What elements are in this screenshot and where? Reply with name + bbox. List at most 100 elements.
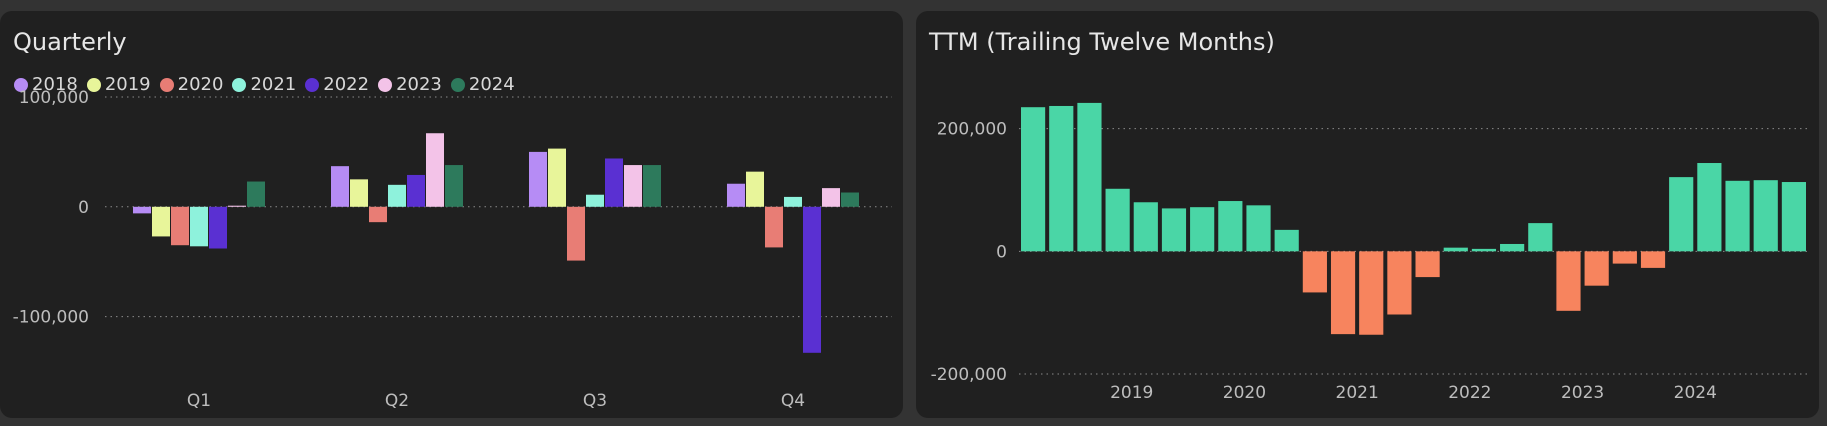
x-tick-label: Q3 [583, 391, 607, 411]
x-tick-label: 2022 [1448, 383, 1491, 403]
x-tick-label: 2023 [1561, 383, 1604, 403]
legend-item-2023[interactable]: 2023 [378, 74, 442, 95]
ttm-bar-21 [1612, 251, 1637, 264]
y-tick-label: -200,000 [931, 365, 1007, 385]
legend-label: 2020 [177, 74, 224, 95]
bar-2022-Q3 [605, 158, 623, 207]
ttm-bar-7 [1218, 201, 1243, 252]
legend-label: 2019 [104, 74, 151, 95]
y-tick-label: 200,000 [937, 120, 1007, 140]
legend-dot [378, 77, 393, 92]
bar-2023-Q1 [228, 205, 246, 207]
ttm-panel: TTM (Trailing Twelve Months) 200,000 0 -20… [916, 11, 1819, 418]
bar-2022-Q2 [407, 174, 425, 207]
bar-2019-Q4 [746, 171, 764, 207]
ttm-bar-10 [1302, 251, 1327, 293]
legend-label: 2018 [32, 74, 78, 95]
ttm-chart: 200,000 0 -200,000 2019 2020 2021 2022 2023 2024 [931, 102, 1808, 403]
x-tick-label: 2019 [1110, 383, 1153, 403]
ttm-bar-16 [1471, 248, 1497, 252]
x-tick-label: 2021 [1336, 383, 1379, 403]
y-tick-label: -100,000 [13, 308, 89, 328]
ttm-bar-5 [1161, 208, 1187, 252]
bar-2021-Q3 [586, 194, 604, 207]
bar-2023-Q3 [624, 165, 642, 207]
ttm-bar-11 [1330, 251, 1356, 335]
legend-dot [232, 77, 247, 92]
legend-dot [450, 77, 465, 92]
bar-2024-Q2 [445, 165, 463, 207]
x-tick-label: Q2 [385, 391, 409, 411]
quarterly-title: Quarterly [13, 28, 127, 56]
legend-label: 2022 [323, 74, 370, 95]
bar-2018-Q4 [727, 183, 745, 207]
bar-2020-Q4 [765, 206, 783, 248]
ttm-bar-0 [1021, 107, 1046, 252]
x-tick-label: Q1 [187, 391, 211, 411]
bar-2024-Q4 [841, 192, 859, 207]
ttm-bar-9 [1274, 229, 1299, 252]
ttm-bar-14 [1415, 251, 1440, 278]
legend-item-2021[interactable]: 2021 [232, 74, 296, 95]
ttm-bar-19 [1556, 251, 1581, 311]
legend-item-2019[interactable]: 2019 [86, 74, 151, 95]
ttm-bar-20 [1584, 251, 1609, 286]
ttm-bar-4 [1133, 202, 1158, 252]
ttm-bar-6 [1190, 207, 1215, 252]
ttm-bar-27 [1781, 182, 1806, 252]
ttm-bar-2 [1077, 102, 1102, 252]
quarterly-legend: 2018 2019 2020 2021 2022 2023 2024 [14, 74, 524, 95]
ttm-bar-22 [1640, 251, 1666, 268]
ttm-bar-17 [1500, 243, 1525, 252]
legend-item-2022[interactable]: 2022 [305, 74, 369, 95]
x-tick-label: Q4 [781, 391, 805, 411]
ttm-bar-3 [1105, 188, 1130, 252]
legend-dot [159, 77, 174, 92]
ttm-bar-18 [1528, 223, 1553, 252]
y-tick-label: 0 [78, 198, 89, 218]
bar-2024-Q3 [643, 165, 661, 207]
legend-item-2024[interactable]: 2024 [450, 74, 515, 95]
legend-item-2020[interactable]: 2020 [159, 74, 224, 95]
ttm-bar-15 [1443, 247, 1468, 252]
quarterly-panel: Quarterly 2018 2019 2020 2021 2022 2023 2024 1… [0, 11, 903, 418]
ttm-bar-8 [1246, 205, 1271, 252]
bar-2023-Q2 [426, 133, 444, 207]
ttm-bar-13 [1387, 251, 1412, 315]
bar-2022-Q4 [803, 206, 821, 353]
bar-2018-Q1 [133, 206, 151, 214]
ttm-bar-26 [1753, 180, 1778, 252]
x-tick-label: 2020 [1223, 383, 1266, 403]
bar-2021-Q4 [784, 196, 802, 207]
legend-dot [14, 77, 28, 92]
bar-2024-Q1 [247, 181, 265, 207]
ttm-bar-1 [1049, 105, 1074, 252]
bar-2020-Q3 [567, 206, 585, 261]
bar-2020-Q1 [171, 206, 189, 246]
ttm-bar-23 [1669, 177, 1694, 252]
bar-2019-Q2 [350, 179, 368, 207]
bar-2021-Q2 [388, 184, 406, 207]
bar-2020-Q2 [369, 206, 387, 223]
bar-2022-Q1 [209, 206, 227, 249]
legend-dot [86, 77, 101, 92]
bar-2018-Q3 [529, 151, 547, 207]
bar-2023-Q4 [822, 188, 840, 207]
ttm-bar-24 [1697, 163, 1722, 252]
legend-item-2018[interactable]: 2018 [14, 74, 78, 95]
legend-label: 2023 [396, 74, 442, 95]
bar-2018-Q2 [331, 166, 349, 207]
bar-2021-Q1 [190, 206, 208, 247]
bar-2019-Q1 [152, 206, 170, 237]
x-tick-label: 2024 [1674, 383, 1717, 403]
bar-2019-Q3 [548, 148, 566, 207]
ttm-title: TTM (Trailing Twelve Months) [929, 28, 1275, 56]
ttm-bar-12 [1359, 251, 1384, 335]
y-tick-label: 100,000 [19, 88, 89, 108]
legend-label: 2021 [250, 74, 297, 95]
y-tick-label: 0 [996, 242, 1007, 262]
ttm-bar-25 [1725, 180, 1750, 252]
legend-dot [305, 77, 320, 92]
legend-label: 2024 [468, 74, 515, 95]
quarterly-chart: 100,000 0 -100,000 Q1 Q2 Q3 Q4 [13, 88, 892, 411]
